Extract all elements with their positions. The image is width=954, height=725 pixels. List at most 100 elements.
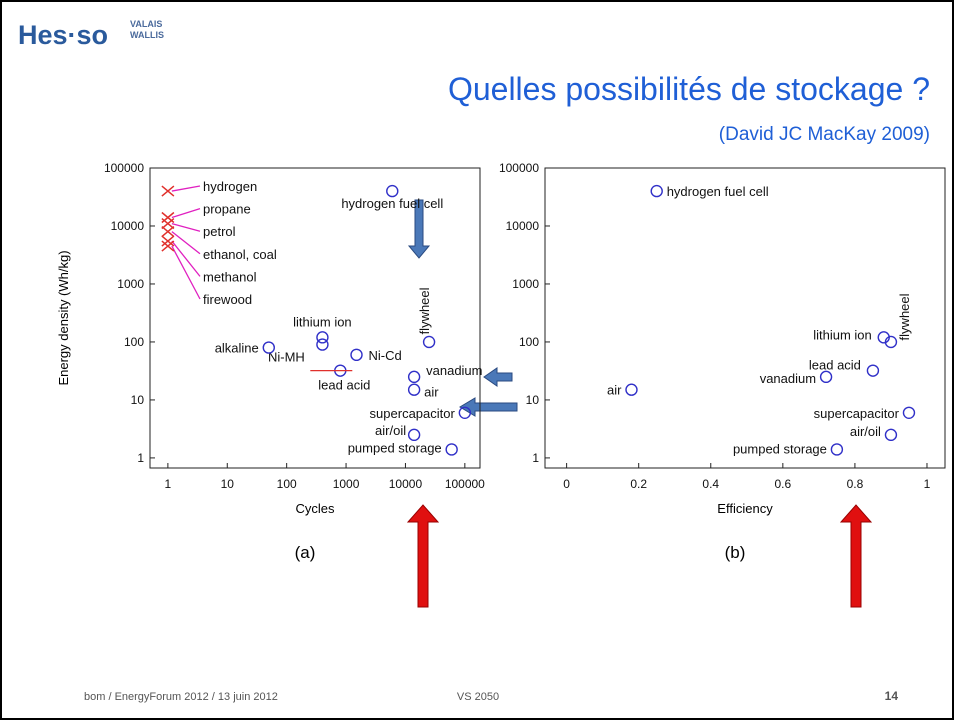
- point-label: vanadium: [760, 371, 816, 386]
- slide-title: Quelles possibilités de stockage ?: [448, 71, 930, 107]
- y-axis-label: Energy density (Wh/kg): [56, 250, 71, 385]
- leader-line: [171, 231, 201, 255]
- point-label: Ni-Cd: [369, 348, 402, 363]
- x-tick-label: 100: [277, 477, 297, 491]
- point: [161, 235, 175, 247]
- y-tick-label: 100000: [104, 161, 144, 175]
- blue-arrow: [459, 397, 518, 417]
- point-label: hydrogen fuel cell: [341, 196, 443, 211]
- point: [407, 428, 421, 442]
- leader-line: [171, 240, 201, 277]
- leader-line: [171, 185, 201, 192]
- blue-arrow: [483, 367, 513, 387]
- point: [422, 335, 436, 349]
- x-axis-label: Efficiency: [717, 501, 773, 516]
- point: [866, 364, 880, 377]
- point: [350, 348, 363, 362]
- point: [830, 443, 844, 456]
- point-label: hydrogen fuel cell: [667, 184, 769, 199]
- x-tick-label: 0.8: [847, 477, 864, 491]
- point: [625, 383, 638, 396]
- point: [650, 184, 663, 198]
- x-tick-label: 1: [165, 477, 172, 491]
- plot-frame: [149, 167, 481, 469]
- point-label: alkaline: [215, 341, 259, 356]
- point-label: petrol: [203, 224, 236, 239]
- point-label: flywheel: [897, 293, 912, 340]
- y-tick-label: 1: [532, 451, 539, 465]
- point-label: methanol: [203, 269, 257, 284]
- x-tick-label: 0.6: [774, 477, 791, 491]
- point-label: lithium ion: [293, 314, 352, 329]
- point-label: air: [607, 383, 622, 398]
- page-number: 14: [885, 689, 899, 703]
- y-tick-label: 100: [519, 335, 539, 349]
- point-label: air: [424, 385, 439, 400]
- panel-label: (a): [295, 543, 316, 562]
- leader-line: [171, 207, 201, 219]
- x-tick-label: 100000: [445, 477, 485, 491]
- blue-arrow: [407, 199, 431, 259]
- x-tick-label: 1000: [333, 477, 360, 491]
- logo-region: VALAIS: [130, 19, 162, 29]
- x-tick-label: 0.2: [630, 477, 647, 491]
- x-axis-label: Cycles: [295, 501, 335, 516]
- point: [161, 218, 175, 230]
- point: [386, 184, 399, 198]
- point: [161, 226, 175, 238]
- point: [161, 240, 175, 252]
- y-tick-label: 10: [131, 393, 145, 407]
- x-tick-label: 0.4: [702, 477, 719, 491]
- y-tick-label: 100: [124, 335, 144, 349]
- y-tick-label: 1000: [512, 277, 539, 291]
- footer-left: bom / EnergyForum 2012 / 13 juin 2012: [84, 691, 278, 703]
- point: [161, 185, 175, 197]
- point: [407, 370, 421, 384]
- x-tick-label: 0: [563, 477, 570, 491]
- point-label: Ni-MH: [268, 350, 305, 365]
- point-label: air/oil: [375, 423, 406, 438]
- point: [262, 341, 275, 354]
- leader-line: [171, 222, 201, 232]
- leader-line: [171, 245, 201, 300]
- x-tick-label: 10000: [389, 477, 423, 491]
- point-label: pumped storage: [733, 441, 827, 456]
- x-tick-label: 1: [924, 477, 931, 491]
- footer-center: VS 2050: [457, 691, 499, 703]
- point-label: supercapacitor: [370, 406, 456, 421]
- point-label: hydrogen: [203, 179, 257, 194]
- point-label: propane: [203, 202, 251, 217]
- point-label: supercapacitor: [814, 406, 900, 421]
- point: [902, 406, 916, 419]
- point: [458, 406, 472, 419]
- point: [884, 428, 898, 442]
- y-tick-label: 1000: [117, 277, 144, 291]
- point: [316, 338, 329, 351]
- logo-region: WALLIS: [130, 30, 164, 40]
- x-tick-label: 10: [221, 477, 235, 491]
- plot-frame: [544, 167, 946, 469]
- arrows: [406, 199, 873, 608]
- point: [819, 370, 833, 384]
- point: [407, 383, 421, 396]
- y-tick-label: 10000: [506, 219, 540, 233]
- point-label: ethanol, coal: [203, 247, 277, 262]
- panel-label: (b): [725, 543, 746, 562]
- point-label: pumped storage: [348, 440, 442, 455]
- red-arrow: [839, 504, 873, 608]
- point: [445, 443, 458, 456]
- y-tick-label: 100000: [499, 161, 539, 175]
- red-arrow: [406, 504, 440, 608]
- point: [316, 331, 329, 344]
- point-label: air/oil: [850, 424, 881, 439]
- point-label: firewood: [203, 292, 252, 307]
- y-tick-label: 10000: [111, 219, 145, 233]
- logo-name: Hes·so: [18, 20, 108, 50]
- y-tick-label: 10: [526, 393, 540, 407]
- slide-subtitle: (David JC MacKay 2009): [719, 124, 930, 145]
- y-tick-label: 1: [137, 451, 144, 465]
- point: [884, 335, 898, 349]
- point-label: vanadium: [426, 363, 482, 378]
